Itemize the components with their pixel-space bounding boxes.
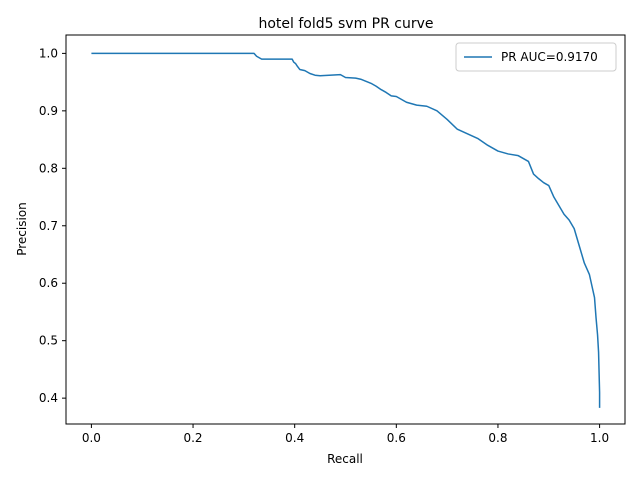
series-line-pr-curve <box>91 52 601 408</box>
y-tick-label: 0.9 <box>39 104 58 118</box>
plot-area <box>65 34 626 425</box>
x-tick-label: 0.0 <box>82 431 101 445</box>
y-tick-label: 1.0 <box>39 46 58 60</box>
y-tick-label: 0.8 <box>39 161 58 175</box>
y-axis-label: Precision <box>15 202 29 256</box>
x-axis-label: Recall <box>327 452 363 466</box>
x-tick-label: 0.8 <box>488 431 507 445</box>
x-tick-label: 0.6 <box>387 431 406 445</box>
legend-box <box>455 42 617 72</box>
y-tick-label: 0.6 <box>39 276 58 290</box>
x-tick-label: 0.2 <box>183 431 202 445</box>
legend-label: PR AUC=0.9170 <box>501 50 598 64</box>
chart-title: hotel fold5 svm PR curve <box>258 16 433 32</box>
y-tick-label: 0.4 <box>39 391 58 405</box>
x-tick-label: 0.4 <box>285 431 304 445</box>
y-axis: 0.4 0.5 0.6 0.7 0.8 0.9 1.0 <box>39 46 66 405</box>
y-tick-label: 0.5 <box>39 334 58 348</box>
legend: PR AUC=0.9170 <box>455 42 617 72</box>
x-axis: 0.0 0.2 0.4 0.6 0.8 1.0 <box>82 424 609 445</box>
x-tick-label: 1.0 <box>590 431 609 445</box>
y-tick-label: 0.7 <box>39 219 58 233</box>
plot-frame <box>65 34 626 425</box>
